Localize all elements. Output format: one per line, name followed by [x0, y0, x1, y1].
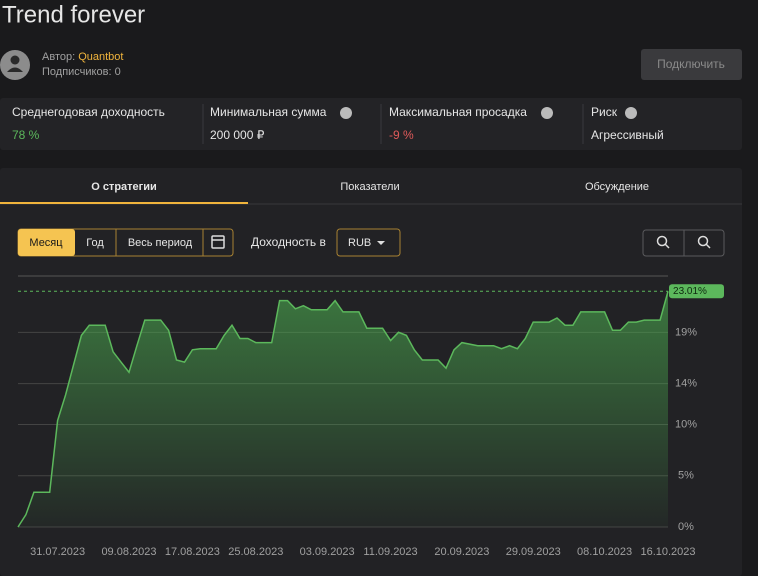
x-tick-label: 09.08.2023 — [101, 546, 156, 558]
author-label: Автор: — [42, 51, 75, 63]
y-tick-label: 5% — [678, 470, 694, 482]
y-tick-label: 14% — [675, 377, 697, 389]
avatar-icon — [10, 55, 20, 65]
stat-value: Агрессивный — [591, 128, 664, 142]
x-tick-label: 25.08.2023 — [228, 546, 283, 558]
area-fill — [18, 291, 668, 527]
zoom-in-icon[interactable] — [656, 235, 668, 247]
period-button[interactable]: Весь период — [128, 237, 193, 249]
author: Автор: Quantbot — [42, 51, 123, 63]
x-tick-label: 08.10.2023 — [577, 546, 632, 558]
dropdown-arrow — [377, 241, 385, 245]
stat-value: -9 % — [389, 128, 414, 142]
stats-panel — [0, 98, 742, 150]
calendar-icon[interactable] — [211, 235, 225, 249]
zoom-out-icon[interactable] — [697, 235, 709, 247]
x-tick-label: 29.09.2023 — [506, 546, 561, 558]
tab-indicator — [0, 202, 248, 204]
stat-label: Минимальная сумма — [210, 105, 327, 119]
stat-value: 200 000 ₽ — [210, 128, 265, 142]
stat-label: Риск — [591, 105, 618, 119]
currency-value: RUB — [348, 237, 371, 249]
x-tick-label: 20.09.2023 — [434, 546, 489, 558]
period-button[interactable]: Месяц — [29, 237, 63, 249]
page-title: Trend forever — [2, 1, 145, 28]
y-tick-label: 0% — [678, 521, 694, 533]
tab[interactable]: Показатели — [340, 181, 399, 193]
avatar-icon — [7, 67, 23, 72]
stat-label: Среднегодовая доходность — [12, 105, 165, 119]
value-badge — [669, 284, 724, 299]
connect-button-label: Подключить — [657, 57, 725, 71]
info-icon[interactable] — [340, 107, 352, 119]
x-tick-label: 16.10.2023 — [640, 546, 695, 558]
currency-select[interactable] — [336, 228, 401, 257]
tab[interactable]: О стратегии — [91, 181, 157, 193]
x-tick-label: 11.09.2023 — [363, 546, 417, 558]
x-tick-label: 17.08.2023 — [165, 546, 220, 558]
period-button-active[interactable] — [18, 229, 75, 256]
info-icon[interactable] — [625, 107, 637, 119]
avatar — [0, 50, 30, 80]
author-link[interactable]: Quantbot — [78, 51, 123, 63]
x-tick-label: 03.09.2023 — [300, 546, 355, 558]
tab[interactable]: Обсуждение — [585, 181, 649, 193]
connect-button[interactable] — [641, 49, 742, 80]
stat-label: Максимальная просадка — [389, 105, 527, 119]
chart: 0% 5% 10% 14% 19% 31.07.2023 09.08.2023 17.08.2… — [17, 275, 724, 558]
stat-value: 78 % — [12, 128, 40, 142]
zoom-out-icon — [705, 243, 711, 249]
period-button[interactable]: Год — [86, 237, 104, 249]
currency-label: Доходность в — [251, 235, 326, 249]
area-line — [17, 291, 669, 528]
zoom-in-icon — [664, 243, 670, 249]
y-tick-label: 19% — [675, 326, 697, 338]
y-tick-label: 10% — [675, 418, 697, 430]
x-tick-label: 31.07.2023 — [30, 546, 85, 558]
value-badge-label: 23.01% — [673, 286, 707, 297]
subscribers: Подписчиков: 0 — [42, 66, 121, 78]
info-icon[interactable] — [541, 107, 553, 119]
